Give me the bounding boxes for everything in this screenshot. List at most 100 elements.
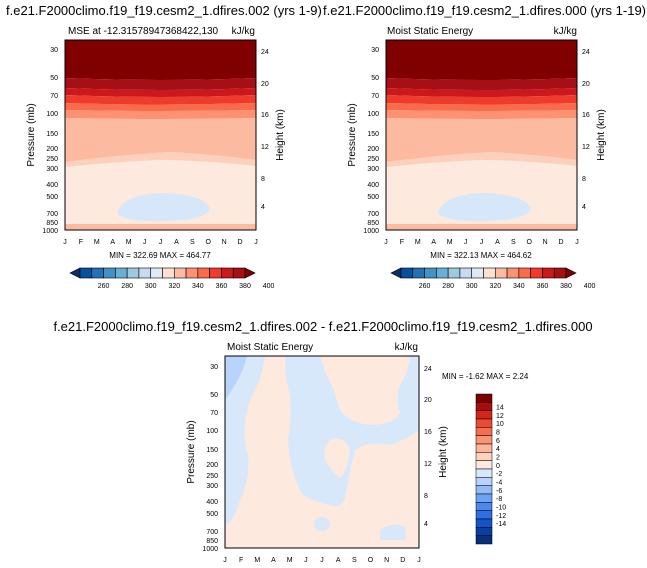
colorbar-label: 0 bbox=[496, 463, 500, 470]
diff-panel: f.e21.F2000climo.f19_f19.cesm2_1.dfires.… bbox=[53, 319, 592, 564]
colorbar-label: 6 bbox=[496, 438, 500, 445]
month-tick: F bbox=[239, 557, 243, 564]
colorbar-label: 320 bbox=[168, 283, 180, 290]
pressure-tick: 50 bbox=[210, 392, 218, 399]
month-tick: M bbox=[415, 239, 421, 246]
pressure-tick: 500 bbox=[206, 511, 218, 518]
pressure-tick: 150 bbox=[46, 131, 58, 138]
colorbar-segment bbox=[424, 267, 437, 279]
colorbar-segment bbox=[475, 468, 493, 478]
month-tick: J bbox=[464, 239, 468, 246]
pressure-tick: 70 bbox=[50, 93, 58, 100]
colorbar-label: 260 bbox=[98, 283, 110, 290]
pressure-tick: 300 bbox=[367, 166, 379, 173]
left-suptitle: f.e21.F2000climo.f19_f19.cesm2_1.dfires.… bbox=[6, 3, 322, 18]
month-tick: M bbox=[126, 239, 132, 246]
colorbar-label: 360 bbox=[216, 283, 228, 290]
colorbar-segment bbox=[173, 267, 187, 279]
month-tick: J bbox=[384, 239, 388, 246]
colorbar-label: -14 bbox=[496, 521, 506, 528]
pressure-tick: 100 bbox=[206, 428, 218, 435]
height-tick: 16 bbox=[424, 429, 432, 436]
height-tick: 4 bbox=[261, 204, 265, 211]
colorbar-segment bbox=[475, 402, 493, 411]
colorbar-segment bbox=[475, 485, 493, 495]
colorbar-segment bbox=[475, 418, 493, 428]
height-tick: 24 bbox=[424, 366, 432, 373]
month-tick: N bbox=[222, 239, 227, 246]
month-tick: A bbox=[110, 239, 115, 246]
middle-pressure-ticks: 30 50 70 100 150 200 250 300 400 500 700… bbox=[363, 47, 379, 235]
diff-ylabel: Pressure (mb) bbox=[186, 420, 197, 483]
colorbar-segment bbox=[79, 267, 93, 279]
pressure-tick: 250 bbox=[46, 156, 58, 163]
month-tick: M bbox=[94, 239, 100, 246]
height-tick: 24 bbox=[261, 49, 269, 56]
diff-pressure-ticks: 30 50 70 100 150 200 250 300 400 500 700… bbox=[202, 364, 218, 553]
colorbar-segment bbox=[185, 267, 199, 279]
left-plot-title: MSE at -12.31578947368422,130 bbox=[68, 26, 219, 37]
month-tick: M bbox=[287, 557, 293, 564]
colorbar-segment bbox=[436, 267, 449, 279]
pressure-tick: 1000 bbox=[42, 228, 58, 235]
colorbar-segment bbox=[475, 452, 493, 461]
colorbar-segment bbox=[475, 427, 493, 436]
left-y2label: Height (km) bbox=[275, 109, 286, 161]
colorbar-label: 2 bbox=[496, 455, 500, 462]
colorbar-segment bbox=[244, 267, 256, 279]
pressure-tick: 700 bbox=[206, 529, 218, 536]
colorbar-segment bbox=[475, 502, 493, 511]
pressure-tick: 70 bbox=[210, 410, 218, 417]
height-tick: 12 bbox=[261, 144, 269, 151]
pressure-tick: 50 bbox=[371, 75, 379, 82]
colorbar-segment bbox=[475, 410, 493, 420]
colorbar-segment bbox=[530, 267, 543, 279]
colorbar-segment bbox=[232, 267, 246, 279]
colorbar-segment bbox=[475, 527, 493, 536]
pressure-tick: 500 bbox=[367, 194, 379, 201]
colorbar-segment bbox=[138, 267, 152, 279]
diff-contour-field bbox=[224, 355, 420, 549]
month-tick: O bbox=[368, 557, 374, 564]
height-tick: 20 bbox=[261, 81, 269, 88]
colorbar-label: -10 bbox=[496, 505, 506, 512]
height-tick: 8 bbox=[424, 493, 428, 500]
height-tick: 12 bbox=[582, 144, 590, 151]
month-tick: S bbox=[352, 557, 357, 564]
pressure-tick: 400 bbox=[206, 499, 218, 506]
left-units: kJ/kg bbox=[232, 26, 255, 37]
colorbar-label: 340 bbox=[513, 283, 525, 290]
colorbar-segment bbox=[475, 460, 493, 470]
height-tick: 20 bbox=[582, 81, 590, 88]
colorbar-segment bbox=[412, 267, 425, 279]
colorbar-label: 400 bbox=[584, 283, 596, 290]
colorbar-segment bbox=[475, 518, 493, 528]
colorbar-segment bbox=[553, 267, 567, 279]
colorbar-segment bbox=[103, 267, 116, 279]
pressure-tick: 400 bbox=[46, 182, 58, 189]
left-ylabel: Pressure (mb) bbox=[26, 103, 37, 166]
colorbar-label: 12 bbox=[496, 413, 504, 420]
pressure-tick: 250 bbox=[367, 156, 379, 163]
pressure-tick: 100 bbox=[367, 111, 379, 118]
middle-colorbar: 260 280 300 320 340 360 380 400 bbox=[390, 267, 596, 290]
height-tick: 8 bbox=[582, 176, 586, 183]
month-tick: J bbox=[63, 239, 67, 246]
month-tick: O bbox=[527, 239, 533, 246]
left-pressure-ticks: 30 50 70 100 150 200 250 300 400 500 700… bbox=[42, 47, 58, 235]
month-tick: D bbox=[238, 239, 243, 246]
pressure-tick: 150 bbox=[367, 131, 379, 138]
month-tick: M bbox=[254, 557, 260, 564]
height-tick: 12 bbox=[424, 461, 432, 468]
colorbar-label: 380 bbox=[239, 283, 251, 290]
colorbar-segment bbox=[126, 267, 140, 279]
pressure-tick: 400 bbox=[367, 182, 379, 189]
height-tick: 20 bbox=[424, 397, 432, 404]
colorbar-segment bbox=[197, 267, 210, 279]
pressure-tick: 1000 bbox=[202, 546, 218, 553]
left-height-ticks: 24 20 16 12 8 4 bbox=[261, 49, 269, 211]
month-tick: S bbox=[190, 239, 195, 246]
pressure-tick: 200 bbox=[46, 146, 58, 153]
month-tick: J bbox=[143, 239, 147, 246]
pressure-tick: 850 bbox=[46, 220, 58, 227]
